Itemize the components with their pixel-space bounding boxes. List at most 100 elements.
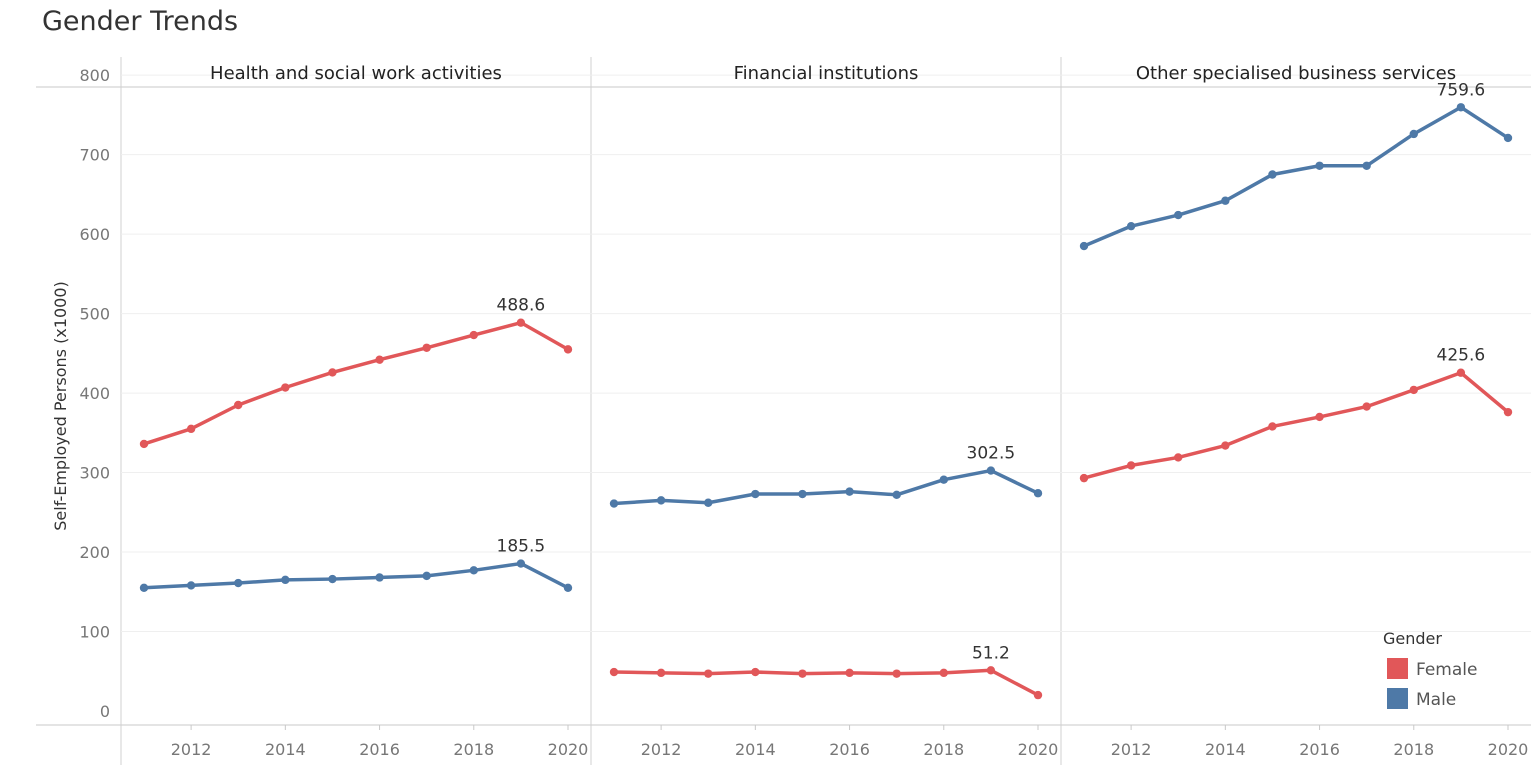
data-point[interactable]: [939, 668, 948, 678]
legend-item-label[interactable]: Male: [1416, 690, 1456, 710]
data-point[interactable]: [704, 669, 713, 678]
y-tick-label: 500: [79, 305, 110, 324]
data-point[interactable]: [1503, 407, 1513, 417]
data-point[interactable]: [845, 487, 854, 496]
series-line: [142, 561, 570, 590]
data-point[interactable]: [986, 466, 996, 475]
data-point[interactable]: [892, 490, 901, 500]
chart-title: Gender Trends: [42, 6, 239, 37]
data-point[interactable]: [656, 668, 666, 678]
x-tick-label: 2012: [641, 740, 682, 759]
panel: Financial institutions 302.5 51.2: [609, 63, 1043, 700]
data-point[interactable]: [563, 345, 573, 354]
x-tick-label: 2016: [829, 740, 870, 759]
data-point[interactable]: [281, 383, 290, 392]
y-tick-label: 200: [79, 543, 110, 562]
data-point[interactable]: [422, 343, 431, 352]
data-point[interactable]: [751, 667, 760, 677]
data-point[interactable]: [1268, 170, 1277, 179]
x-tick-label: 2014: [1205, 740, 1246, 759]
data-point[interactable]: [234, 400, 243, 410]
x-tick-label: 2014: [735, 740, 776, 759]
data-point[interactable]: [1174, 453, 1183, 462]
x-tick-label: 2020: [1018, 740, 1059, 759]
series-line: [612, 668, 1040, 697]
series-line: [1082, 370, 1510, 480]
data-point[interactable]: [1174, 210, 1183, 220]
data-point[interactable]: [186, 581, 196, 590]
data-label: 488.6: [497, 296, 546, 316]
data-point[interactable]: [1503, 133, 1513, 143]
data-point[interactable]: [609, 499, 619, 508]
data-point[interactable]: [1268, 422, 1277, 431]
data-point[interactable]: [1315, 412, 1324, 422]
chart-panels: Health and social work activities 488.6 18…: [139, 63, 1513, 700]
data-point[interactable]: [1362, 161, 1371, 170]
data-label: 425.6: [1437, 346, 1486, 366]
data-point[interactable]: [375, 573, 384, 582]
data-point[interactable]: [375, 355, 384, 364]
data-point[interactable]: [1033, 690, 1043, 700]
data-point[interactable]: [1079, 473, 1089, 483]
data-point[interactable]: [1033, 489, 1043, 498]
data-point[interactable]: [1315, 161, 1324, 170]
data-point[interactable]: [1221, 441, 1230, 450]
series-line: [612, 468, 1040, 506]
data-point[interactable]: [469, 330, 478, 340]
data-point[interactable]: [186, 424, 196, 434]
data-point[interactable]: [1456, 103, 1466, 112]
data-point[interactable]: [609, 667, 619, 677]
panel-title: Financial institutions: [734, 63, 919, 84]
data-point[interactable]: [139, 439, 149, 449]
data-point[interactable]: [563, 583, 573, 593]
data-point[interactable]: [704, 498, 713, 507]
data-point[interactable]: [328, 574, 337, 584]
data-point[interactable]: [516, 559, 526, 568]
data-point[interactable]: [892, 669, 901, 678]
data-point[interactable]: [939, 475, 948, 484]
data-point[interactable]: [798, 669, 807, 678]
y-tick-label: 0: [100, 702, 110, 721]
data-point[interactable]: [139, 583, 149, 593]
data-point[interactable]: [281, 575, 290, 585]
data-point[interactable]: [328, 368, 337, 377]
x-tick-label: 2018: [1393, 740, 1434, 759]
y-tick-label: 400: [79, 384, 110, 403]
data-label: 302.5: [967, 444, 1016, 464]
x-axis: 2012 2014 2016 2018 2020 2012 2014 2016 2018 2020…: [171, 725, 1528, 759]
data-point[interactable]: [1221, 196, 1230, 205]
data-point[interactable]: [1126, 461, 1136, 470]
legend-swatch[interactable]: [1387, 658, 1408, 679]
chart-frame: [36, 57, 1531, 765]
data-point[interactable]: [798, 489, 807, 499]
data-point[interactable]: [751, 489, 760, 499]
panel: Other specialised business services759.6…: [1079, 63, 1513, 483]
legend[interactable]: Gender Female Male: [1383, 629, 1477, 710]
data-point[interactable]: [516, 318, 526, 327]
data-point[interactable]: [1456, 368, 1466, 377]
data-point[interactable]: [845, 668, 854, 678]
data-point[interactable]: [1409, 129, 1418, 139]
data-label: 759.6: [1437, 80, 1486, 100]
x-tick-label: 2012: [1111, 740, 1152, 759]
data-point[interactable]: [422, 571, 431, 581]
x-tick-label: 2016: [359, 740, 400, 759]
series-line: [142, 320, 570, 446]
x-tick-label: 2016: [1299, 740, 1340, 759]
legend-swatch[interactable]: [1387, 688, 1408, 709]
panel-title: Other specialised business services: [1136, 63, 1456, 84]
data-point[interactable]: [234, 578, 243, 588]
data-point[interactable]: [1079, 241, 1089, 251]
data-point[interactable]: [469, 566, 478, 575]
y-tick-label: 800: [79, 66, 110, 85]
data-label: 185.5: [497, 537, 546, 557]
data-point[interactable]: [1409, 385, 1418, 395]
data-point[interactable]: [1362, 402, 1371, 411]
y-axis-title: Self-Employed Persons (x1000): [51, 281, 70, 530]
legend-item-label[interactable]: Female: [1416, 660, 1477, 680]
x-tick-label: 2012: [171, 740, 212, 759]
data-point[interactable]: [656, 496, 666, 505]
data-point[interactable]: [1126, 221, 1136, 231]
data-point[interactable]: [986, 666, 996, 675]
